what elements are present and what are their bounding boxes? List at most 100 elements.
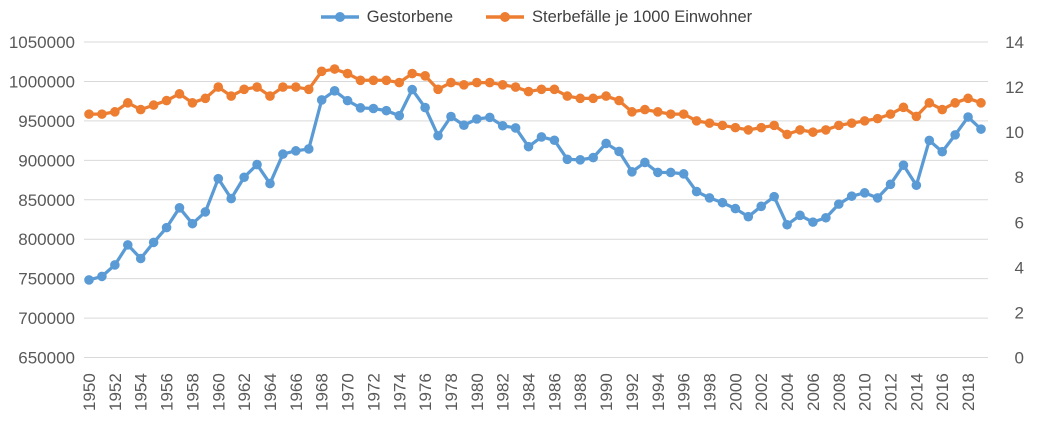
data-point-marker [446, 77, 456, 88]
y-axis-left-tick-label: 950000 [18, 112, 75, 131]
x-axis-tick-label: 1988 [571, 373, 590, 411]
data-point-marker [329, 64, 340, 74]
data-point-marker [627, 107, 637, 117]
data-point-marker [510, 123, 521, 133]
data-point-marker [963, 112, 973, 122]
x-axis-tick-label: 1998 [701, 373, 720, 411]
data-point-marker [459, 80, 469, 90]
y-axis-left-tick-label: 750000 [18, 270, 75, 289]
data-point-marker [265, 178, 275, 189]
data-point-marker [342, 68, 353, 79]
x-axis-tick-label: 2002 [752, 373, 771, 411]
data-point-marker [782, 129, 792, 140]
data-point-marker [472, 114, 482, 124]
legend-item-gestorbene: Gestorbene [320, 8, 453, 27]
data-point-marker [174, 203, 185, 213]
y-axis-right-tick-label: 12 [1005, 78, 1024, 97]
x-axis-tick-label: 2004 [778, 373, 797, 411]
data-point-marker [484, 77, 495, 88]
data-point-marker [769, 191, 779, 202]
data-point-marker [407, 84, 417, 95]
data-point-marker [355, 75, 366, 86]
x-axis-tick-label: 1980 [468, 373, 487, 411]
data-point-marker [84, 275, 94, 285]
x-axis-tick-label: 1970 [339, 373, 358, 411]
x-axis-tick-label: 1964 [261, 373, 280, 411]
data-point-marker [110, 107, 120, 117]
data-point-marker [84, 109, 94, 119]
data-point-marker [523, 86, 534, 97]
x-axis-tick-label: 2000 [726, 373, 745, 411]
data-point-marker [653, 107, 663, 117]
legend-label-gestorbene: Gestorbene [366, 7, 454, 26]
data-point-marker [239, 84, 249, 95]
data-point-marker [110, 260, 120, 270]
data-point-marker [691, 116, 702, 126]
y-axis-left-tick-label: 900000 [18, 151, 75, 170]
data-point-marker [743, 211, 754, 222]
data-point-marker [859, 116, 870, 126]
x-axis-tick-label: 1966 [287, 373, 306, 411]
y-axis-right-tick-label: 8 [1015, 168, 1024, 187]
y-axis-left-tick-label: 1050000 [9, 33, 75, 52]
data-point-marker [717, 197, 728, 208]
data-point-marker [859, 188, 870, 198]
data-point-marker [536, 84, 547, 95]
data-point-marker [303, 84, 314, 95]
data-point-marker [549, 84, 560, 95]
data-point-marker [278, 82, 288, 92]
data-point-marker [678, 169, 689, 179]
data-point-marker [497, 80, 508, 90]
data-point-marker [963, 93, 973, 104]
data-point-marker [342, 95, 353, 106]
data-point-marker [924, 135, 935, 146]
data-point-marker [433, 84, 443, 95]
data-point-marker [756, 201, 767, 212]
data-point-marker [291, 146, 301, 156]
data-point-marker [200, 207, 211, 217]
data-point-marker [795, 210, 805, 221]
data-point-marker [420, 102, 430, 113]
data-point-marker [135, 253, 146, 264]
data-point-marker [497, 120, 508, 131]
y-axis-right-tick-label: 2 [1015, 303, 1024, 322]
data-point-marker [239, 172, 249, 183]
y-axis-left-tick-label: 850000 [18, 191, 75, 210]
data-point-marker [717, 120, 728, 131]
data-point-marker [808, 217, 818, 227]
x-axis-tick-label: 1968 [313, 373, 332, 411]
chart-legend: Gestorbene Sterbefälle je 1000 Einwohner [85, 4, 987, 30]
data-point-marker [704, 193, 715, 203]
data-point-marker [769, 120, 779, 131]
x-axis-tick-label: 2016 [933, 373, 952, 411]
data-point-marker [252, 82, 262, 92]
legend-label-sterbefaelle: Sterbefälle je 1000 Einwohner [532, 7, 753, 26]
x-axis-tick-label: 1976 [416, 373, 435, 411]
data-point-marker [704, 118, 715, 128]
y-axis-right-tick-label: 10 [1005, 123, 1024, 142]
data-point-marker [627, 166, 637, 177]
y-axis-right-tick-label: 4 [1015, 258, 1024, 277]
data-point-marker [588, 93, 598, 104]
data-point-marker [523, 141, 534, 152]
data-point-marker [316, 66, 327, 77]
x-axis-tick-label: 1992 [623, 373, 642, 411]
y-axis-right-tick-label: 6 [1015, 213, 1024, 232]
data-point-marker [601, 138, 611, 149]
data-point-marker [200, 93, 211, 104]
y-axis-left-tick-label: 650000 [18, 349, 75, 368]
data-point-marker [226, 193, 237, 204]
series-line [87, 87, 983, 282]
series-line [87, 67, 983, 137]
x-axis-tick-label: 1960 [209, 373, 228, 411]
data-point-marker [795, 125, 805, 135]
x-axis-tick-label: 1962 [235, 373, 254, 411]
x-axis-tick-label: 1950 [80, 373, 99, 411]
data-point-marker [976, 124, 986, 134]
legend-line-dot-icon [486, 12, 525, 22]
data-point-marker [213, 82, 224, 92]
data-point-marker [355, 103, 366, 113]
data-point-marker [510, 82, 521, 92]
data-point-marker [265, 91, 275, 101]
